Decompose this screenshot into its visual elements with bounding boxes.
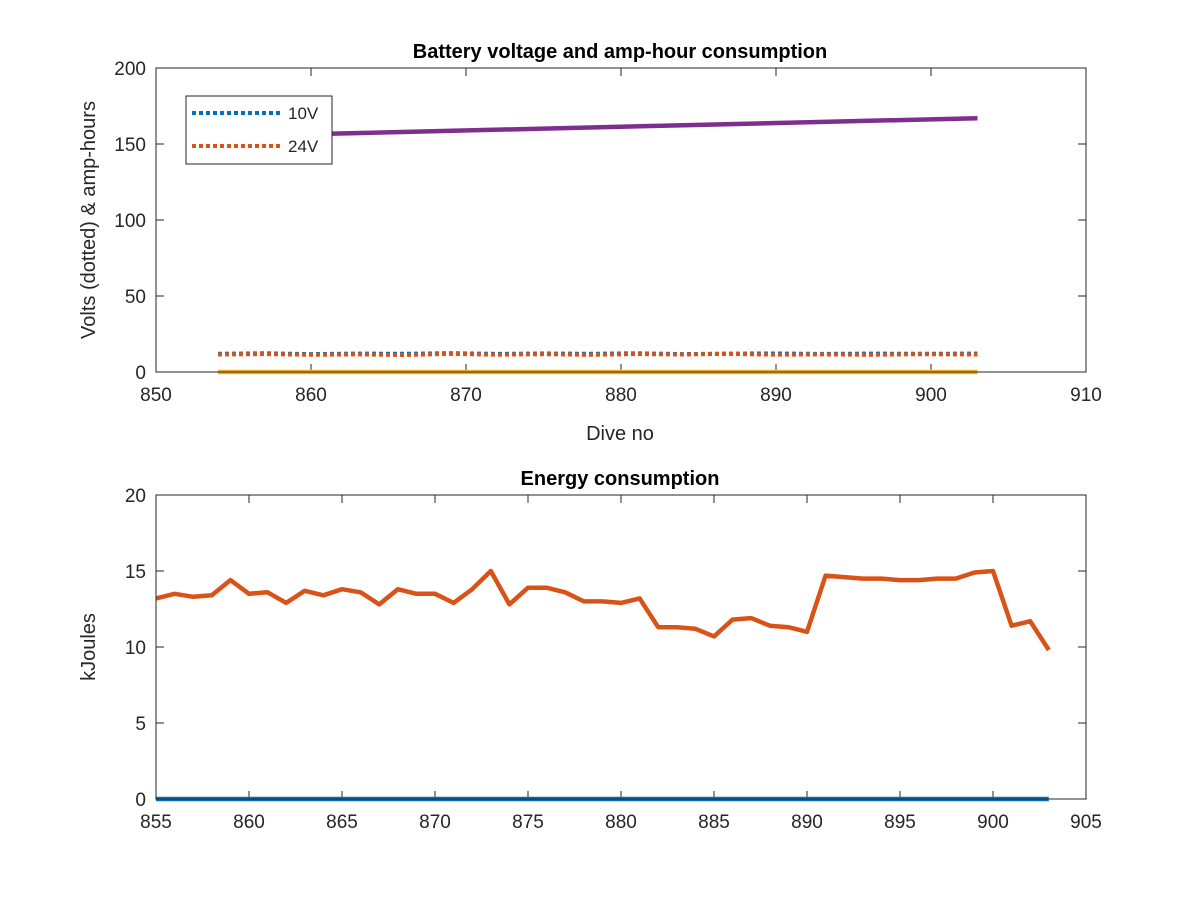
tick-labels: 850 860 870 880 890 900 910 0 50 100 150 200 [114, 59, 1102, 406]
x-tick-label: 860 [233, 812, 265, 833]
y-tick-label: 15 [125, 562, 146, 583]
y-axis-label: Volts (dotted) & amp-hours [78, 101, 100, 339]
top-chart-voltage-amp-hours: Battery voltage and amp-hour consumption… [78, 41, 1102, 445]
series-line-2 [155, 568, 1051, 652]
plot-area [155, 494, 1087, 802]
legend-label-10v: 10V [288, 104, 319, 123]
chart-title: Energy consumption [521, 468, 720, 490]
axes-box [155, 67, 1087, 373]
y-tick-label: 200 [114, 59, 146, 80]
y-tick-label: 150 [114, 135, 146, 156]
x-tick-label: 880 [605, 385, 637, 406]
x-tick-label: 900 [915, 385, 947, 406]
y-tick-label: 0 [135, 790, 146, 811]
x-tick-label: 875 [512, 812, 544, 833]
series-line-24v [217, 351, 978, 357]
chart-title: Battery voltage and amp-hour consumption [413, 41, 827, 63]
y-tick-label: 0 [135, 363, 146, 384]
legend-box [185, 95, 333, 165]
x-tick-label: 885 [698, 812, 730, 833]
y-tick-label: 100 [114, 211, 146, 232]
y-tick-label: 10 [125, 638, 146, 659]
x-tick-label: 905 [1070, 812, 1102, 833]
x-tick-label: 890 [760, 385, 792, 406]
legend-label-24v: 24V [288, 137, 319, 156]
x-tick-label: 855 [140, 812, 172, 833]
x-tick-label: 900 [977, 812, 1009, 833]
y-tick-label: 50 [125, 287, 146, 308]
x-tick-label: 895 [884, 812, 916, 833]
y-axis-label: kJoules [78, 613, 100, 681]
x-axis-label: Dive no [586, 423, 654, 445]
x-tick-label: 890 [791, 812, 823, 833]
tick-labels: 855 860 865 870 875 880 885 890 895 900 905 0 5 10 15 2… [125, 486, 1102, 833]
y-tick-label: 5 [135, 714, 146, 735]
x-tick-label: 860 [295, 385, 327, 406]
axes-box [155, 494, 1087, 800]
x-tick-label: 870 [450, 385, 482, 406]
x-tick-label: 910 [1070, 385, 1102, 406]
bottom-chart-energy: Energy consumption 855 860 865 870 875 880 885… [78, 468, 1102, 833]
y-tick-label: 20 [125, 486, 146, 507]
legend: 10V 24V [185, 95, 333, 165]
x-tick-label: 880 [605, 812, 637, 833]
x-tick-label: 870 [419, 812, 451, 833]
series-line-4 [217, 115, 978, 139]
x-tick-label: 850 [140, 385, 172, 406]
x-tick-label: 865 [326, 812, 358, 833]
